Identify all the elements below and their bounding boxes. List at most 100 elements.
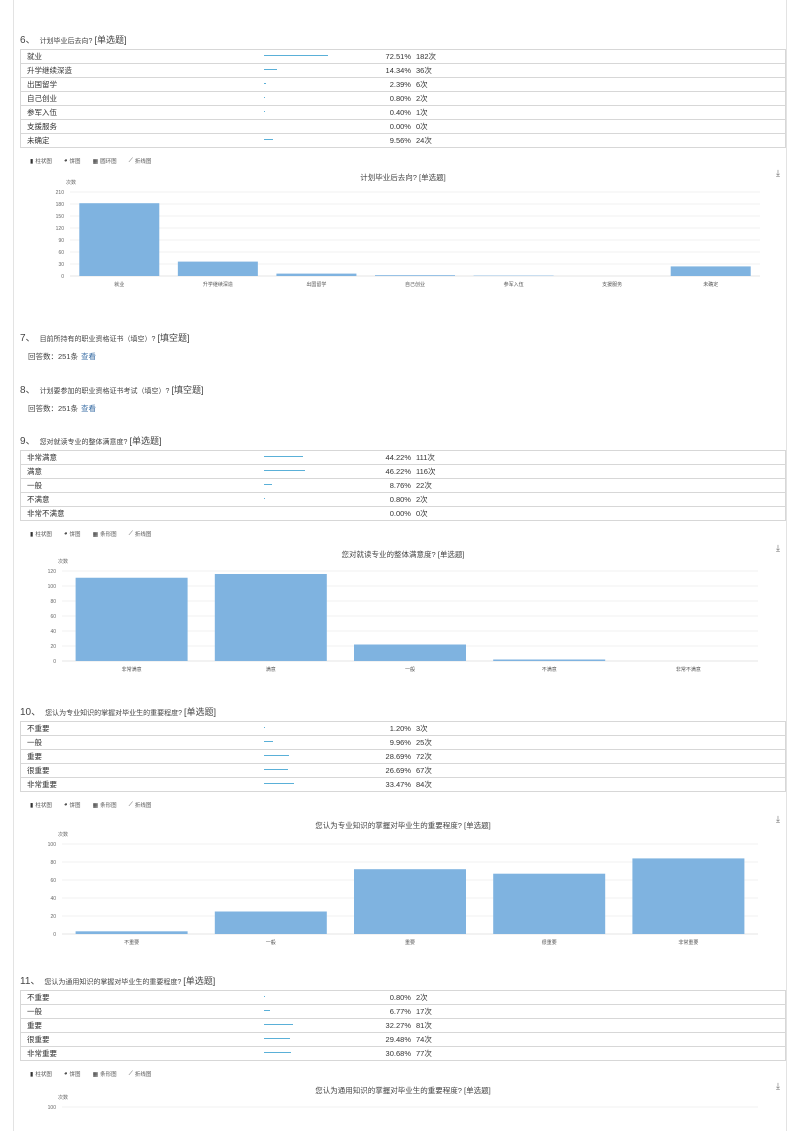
option-row: 非常不满意 0.00% 0次	[20, 506, 786, 521]
option-percent-bar	[264, 1032, 353, 1047]
option-count: 111次	[413, 450, 786, 465]
bar	[276, 273, 357, 276]
option-percent: 0.00%	[352, 506, 414, 521]
ring-chart-icon: ▦	[92, 531, 99, 538]
option-row: 重要 32.27% 81次	[20, 1018, 786, 1033]
option-count: 22次	[413, 478, 786, 493]
option-label: 一般	[20, 735, 265, 750]
x-tick-label: 一般	[266, 939, 276, 946]
chart-title: 您认为通用知识的掌握对毕业生的重要程度? [单选题]	[315, 1086, 491, 1095]
bar-chart-icon: ▮	[30, 158, 34, 165]
option-label: 非常重要	[20, 777, 265, 792]
line-chart-button[interactable]: ⟋ 折线图	[129, 530, 152, 539]
line-chart-button[interactable]: ⟋ 折线图	[129, 801, 152, 810]
question-type: [单选题]	[129, 436, 162, 446]
option-label: 支援服务	[20, 119, 265, 134]
question-number: 6、	[20, 35, 36, 46]
option-label: 满意	[20, 464, 265, 479]
x-tick-label: 不重要	[124, 939, 139, 946]
question-6: 6、 计划毕业后去向? [单选题] 就业 72.51% 182次 升学继续深造 14.34%…	[20, 33, 786, 306]
download-icon[interactable]: ⤓	[776, 814, 780, 824]
option-count: 2次	[413, 990, 786, 1005]
x-tick-label: 支援服务	[602, 281, 622, 288]
option-percent-bar	[264, 735, 353, 750]
option-row: 不重要 0.80% 2次	[20, 990, 786, 1005]
ring-chart-button[interactable]: ▦ 圆环图	[92, 157, 116, 166]
x-tick-label: 出国留学	[306, 281, 326, 288]
option-count: 2次	[413, 91, 786, 106]
option-percent-bar	[264, 450, 353, 465]
option-bar-fill	[264, 456, 304, 457]
view-answers-link[interactable]: 查看	[81, 404, 97, 413]
y-axis-label: 次数	[58, 1094, 68, 1101]
option-bar-fill	[264, 769, 288, 770]
chart-type-toolbar: ▮ 柱状图 ◕ 饼图 ▦ 条形图 ⟋ 折线图	[20, 1069, 786, 1079]
answer-count: 回答数：251条 查看	[20, 351, 786, 362]
chart-title: 您对就读专业的整体满意度? [单选题]	[341, 550, 465, 559]
line-chart-button[interactable]: ⟋ 折线图	[129, 157, 152, 166]
bar	[75, 931, 188, 934]
pie-chart-icon: ◕	[63, 802, 68, 808]
option-bar-fill	[264, 484, 272, 485]
option-label: 升学继续深造	[20, 63, 265, 78]
option-percent: 9.96%	[352, 735, 414, 750]
y-tick-label: 20	[50, 644, 56, 650]
pie-chart-button[interactable]: ◕ 饼图	[64, 157, 81, 165]
view-answers-link[interactable]: 查看	[81, 352, 97, 361]
pie-chart-label: 饼图	[69, 1072, 81, 1078]
bar-chart-label: 柱状图	[35, 803, 52, 809]
chart-type-toolbar: ▮ 柱状图 ◕ 饼图 ▦ 条形图 ⟋ 折线图	[20, 800, 786, 810]
option-percent: 28.69%	[352, 749, 414, 764]
x-tick-label: 非常不满意	[676, 666, 701, 673]
bar-chart-icon: ▮	[30, 1071, 34, 1078]
x-tick-label: 非常重要	[678, 939, 698, 946]
ring-chart-button[interactable]: ▦ 条形图	[92, 801, 116, 810]
hbar-chart-label: 条形图	[100, 532, 117, 538]
pie-chart-label: 饼图	[69, 159, 81, 165]
bar	[375, 275, 455, 276]
ring-chart-button[interactable]: ▦ 条形图	[92, 530, 117, 539]
pie-chart-icon: ◕	[63, 158, 68, 164]
option-percent: 72.51%	[352, 49, 414, 64]
bar-chart-button[interactable]: ▮ 柱状图	[30, 1070, 52, 1079]
option-count: 2次	[413, 492, 786, 507]
download-icon[interactable]: ⤓	[776, 168, 780, 178]
y-tick-label: 60	[50, 614, 56, 620]
bar	[354, 644, 466, 661]
option-bar-fill	[264, 69, 277, 70]
line-chart-icon: ⟋	[128, 1070, 133, 1077]
option-count: 74次	[413, 1032, 786, 1047]
option-percent: 1.20%	[352, 721, 414, 736]
download-icon[interactable]: ⤓	[776, 543, 780, 553]
bar-chart-button[interactable]: ▮ 柱状图	[30, 157, 52, 166]
pie-chart-button[interactable]: ◕ 饼图	[64, 1070, 81, 1078]
answer-count-text: 回答数：251条	[28, 352, 79, 361]
bar-chart-button[interactable]: ▮ 柱状图	[30, 801, 52, 810]
option-percent: 0.80%	[352, 990, 414, 1005]
pie-chart-button[interactable]: ◕ 饼图	[64, 801, 81, 809]
y-tick-label: 0	[53, 659, 56, 665]
question-number: 7、	[20, 333, 36, 344]
option-percent-bar	[264, 721, 353, 736]
question-number: 8、	[20, 385, 36, 396]
option-percent-bar	[264, 119, 353, 134]
option-percent: 14.34%	[352, 63, 414, 78]
download-icon[interactable]: ⤓	[776, 1081, 780, 1091]
y-tick-label: 90	[58, 238, 64, 244]
option-row: 很重要 29.48% 74次	[20, 1032, 786, 1047]
page-frame-right	[786, 0, 787, 1131]
x-tick-label: 满意	[266, 666, 276, 673]
option-percent: 29.48%	[352, 1032, 414, 1047]
y-tick-label: 60	[58, 250, 64, 256]
option-row: 未确定 9.56% 24次	[20, 133, 786, 148]
ring-chart-icon: ▦	[92, 802, 99, 809]
option-bar-fill	[264, 755, 290, 756]
pie-chart-button[interactable]: ◕ 饼图	[64, 530, 81, 538]
bar-chart-button[interactable]: ▮ 柱状图	[30, 530, 52, 539]
option-bar-fill	[264, 1024, 293, 1025]
line-chart-button[interactable]: ⟋ 折线图	[128, 1070, 152, 1079]
option-percent: 0.40%	[352, 105, 414, 120]
ring-chart-button[interactable]: ▦ 条形图	[92, 1070, 116, 1079]
x-tick-label: 升学继续深造	[203, 281, 233, 288]
option-count: 72次	[413, 749, 786, 764]
